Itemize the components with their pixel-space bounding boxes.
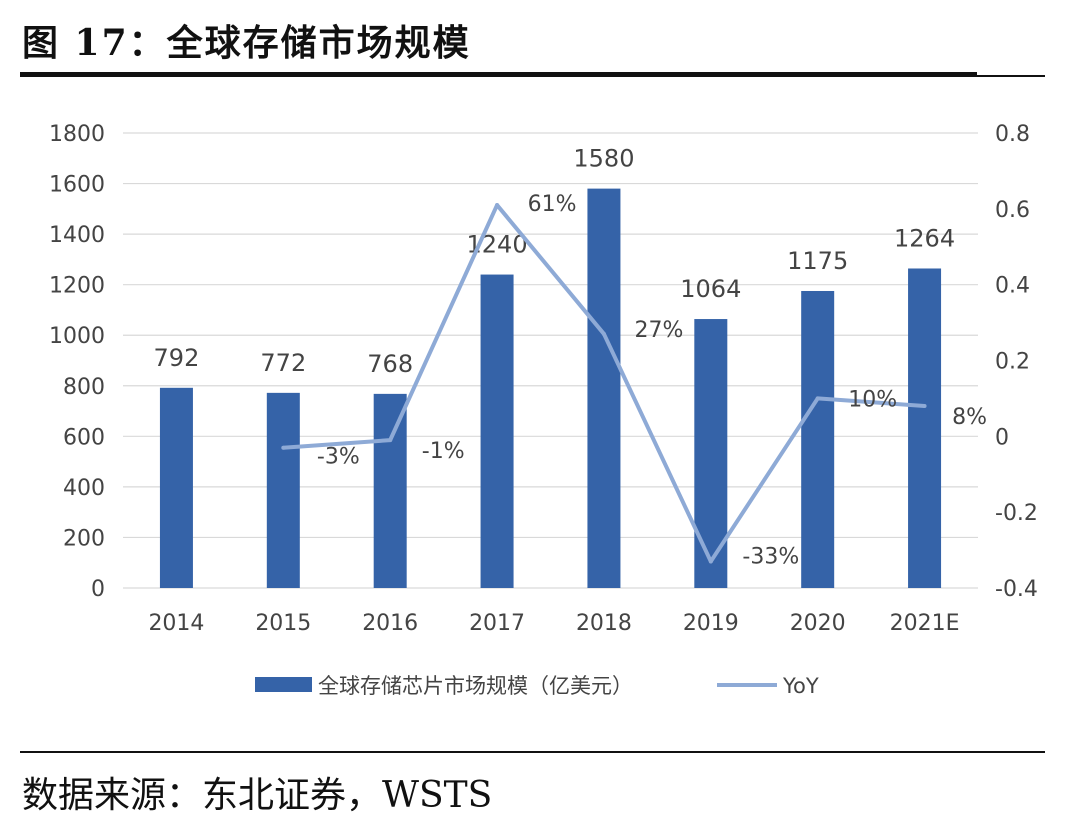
- bar: [480, 274, 514, 588]
- y-left-tick: 800: [63, 375, 105, 400]
- bar: [266, 392, 300, 588]
- y-left-tick: 200: [63, 526, 105, 551]
- yoy-label: -1%: [422, 439, 465, 464]
- yoy-point: [281, 445, 286, 450]
- title-rule-thin: [20, 75, 1045, 77]
- yoy-point: [708, 559, 713, 564]
- bar-label: 1064: [680, 275, 741, 303]
- yoy-point: [495, 203, 500, 208]
- y-right-tick: -0.2: [995, 501, 1038, 526]
- yoy-label: 27%: [634, 318, 683, 343]
- yoy-point: [922, 404, 927, 408]
- yoy-label: 8%: [952, 405, 987, 430]
- bar: [159, 387, 193, 588]
- figure-title: 图 17：全球存储市场规模: [22, 22, 471, 64]
- y-right-tick: 0.2: [995, 350, 1030, 375]
- y-left-tick: 0: [91, 577, 105, 602]
- bar: [587, 188, 621, 588]
- y-left-tick: 1400: [49, 223, 105, 248]
- x-tick: 2021E: [890, 611, 960, 636]
- bar-label: 768: [367, 350, 413, 378]
- bar-label: 772: [260, 349, 306, 377]
- y-left-tick: 1000: [49, 324, 105, 349]
- bar-label: 1264: [894, 224, 955, 252]
- yoy-point: [601, 331, 606, 336]
- y-right-tick: 0.4: [995, 274, 1030, 299]
- y-right-tick: 0.6: [995, 198, 1030, 223]
- y-left-tick: 1600: [49, 173, 105, 198]
- yoy-point: [815, 396, 820, 401]
- bar-label: 1580: [573, 145, 634, 173]
- bar: [694, 319, 728, 588]
- source-note: 数据来源：东北证券，WSTS: [22, 775, 493, 816]
- legend-bar-swatch: [255, 677, 312, 692]
- yoy-point: [388, 438, 393, 443]
- x-tick: 2015: [255, 611, 311, 636]
- bar: [908, 268, 942, 588]
- legend-line-label: YoY: [782, 674, 819, 698]
- bar-label: 1175: [787, 247, 848, 275]
- y-right-tick: 0: [995, 425, 1009, 450]
- x-tick: 2018: [576, 611, 632, 636]
- yoy-label: -33%: [742, 544, 799, 569]
- yoy-label: 10%: [848, 387, 897, 412]
- x-tick: 2019: [683, 611, 739, 636]
- legend-bar-label: 全球存储芯片市场规模（亿美元）: [318, 674, 633, 698]
- y-right-tick: 0.8: [995, 122, 1030, 147]
- y-left-tick: 400: [63, 476, 105, 501]
- yoy-label: -3%: [317, 445, 360, 470]
- bar-label: 792: [154, 344, 200, 372]
- footer-rule: [20, 751, 1045, 753]
- x-tick: 2016: [362, 611, 418, 636]
- y-left-tick: 1200: [49, 274, 105, 299]
- x-tick: 2020: [790, 611, 846, 636]
- bar: [801, 290, 835, 588]
- title-rule: [20, 72, 977, 76]
- y-left-tick: 600: [63, 425, 105, 450]
- x-tick: 2014: [148, 611, 204, 636]
- yoy-label: 61%: [528, 192, 577, 217]
- x-tick: 2017: [469, 611, 525, 636]
- bar: [373, 393, 407, 588]
- y-left-tick: 1800: [49, 122, 105, 147]
- y-right-tick: -0.4: [995, 577, 1038, 602]
